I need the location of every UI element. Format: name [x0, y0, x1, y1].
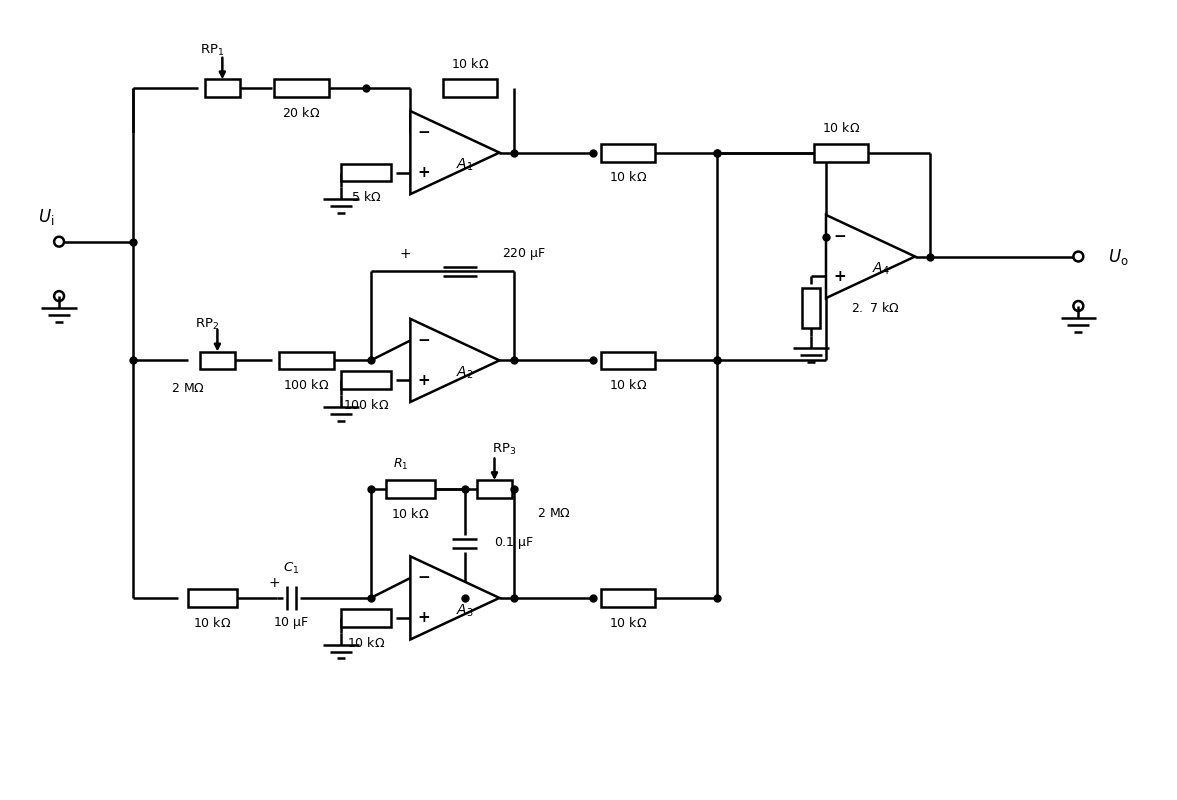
- Text: $10\ \mathrm{k}\Omega$: $10\ \mathrm{k}\Omega$: [609, 378, 647, 392]
- Text: $A_1$: $A_1$: [455, 157, 473, 174]
- Polygon shape: [411, 111, 499, 194]
- Text: $100\ \mathrm{k}\Omega$: $100\ \mathrm{k}\Omega$: [343, 398, 388, 412]
- Text: $U_{\rm i}$: $U_{\rm i}$: [38, 207, 54, 227]
- Bar: [386, 480, 435, 498]
- Text: $5\ \mathrm{k}\Omega$: $5\ \mathrm{k}\Omega$: [351, 190, 381, 204]
- Polygon shape: [411, 556, 499, 639]
- Polygon shape: [411, 319, 499, 402]
- Text: +: +: [418, 610, 431, 626]
- Text: $220\ \mathrm{\mu F}$: $220\ \mathrm{\mu F}$: [503, 246, 546, 262]
- Text: $R_1$: $R_1$: [393, 457, 408, 472]
- Bar: [341, 371, 391, 390]
- Text: $10\ \mathrm{k}\Omega$: $10\ \mathrm{k}\Omega$: [609, 616, 647, 630]
- Text: $A_4$: $A_4$: [871, 261, 890, 277]
- Text: $20\ \mathrm{k}\Omega$: $20\ \mathrm{k}\Omega$: [282, 106, 320, 120]
- Text: +: +: [268, 576, 280, 590]
- Bar: [274, 79, 328, 97]
- Bar: [601, 144, 656, 162]
- Bar: [341, 609, 391, 626]
- Text: −: −: [833, 229, 846, 244]
- Text: −: −: [418, 570, 431, 586]
- Bar: [477, 480, 512, 498]
- Text: −: −: [418, 333, 431, 348]
- Bar: [200, 351, 234, 370]
- Text: $2\ \mathrm{M}\Omega$: $2\ \mathrm{M}\Omega$: [537, 507, 571, 520]
- Text: $\mathrm{RP}_2$: $\mathrm{RP}_2$: [195, 318, 220, 332]
- Text: $U_{\rm o}$: $U_{\rm o}$: [1108, 246, 1129, 266]
- Bar: [601, 589, 656, 607]
- Text: $A_2$: $A_2$: [455, 365, 473, 381]
- Bar: [205, 79, 240, 97]
- Text: +: +: [418, 165, 431, 180]
- Bar: [341, 164, 391, 182]
- Text: $2\ \mathrm{M}\Omega$: $2\ \mathrm{M}\Omega$: [171, 382, 205, 394]
- Text: $10\ \mathrm{k}\Omega$: $10\ \mathrm{k}\Omega$: [347, 636, 385, 650]
- Bar: [601, 351, 656, 370]
- Text: $100\ \mathrm{k}\Omega$: $100\ \mathrm{k}\Omega$: [284, 378, 330, 392]
- Text: −: −: [418, 125, 431, 140]
- Text: $2.\ 7\ \mathrm{k}\Omega$: $2.\ 7\ \mathrm{k}\Omega$: [851, 301, 899, 315]
- Bar: [279, 351, 334, 370]
- Text: $10\ \mathrm{\mu F}$: $10\ \mathrm{\mu F}$: [273, 614, 310, 630]
- Text: $10\ \mathrm{k}\Omega$: $10\ \mathrm{k}\Omega$: [193, 616, 232, 630]
- Bar: [187, 589, 238, 607]
- Text: +: +: [833, 269, 846, 284]
- Text: $0.1\ \mathrm{\mu F}$: $0.1\ \mathrm{\mu F}$: [494, 535, 534, 551]
- Text: $10\ \mathrm{k}\Omega$: $10\ \mathrm{k}\Omega$: [391, 507, 430, 521]
- Bar: [813, 144, 869, 162]
- Text: $C_1$: $C_1$: [284, 561, 300, 576]
- Polygon shape: [826, 215, 915, 298]
- Text: +: +: [400, 246, 411, 261]
- Text: +: +: [418, 373, 431, 388]
- Text: $A_3$: $A_3$: [455, 602, 473, 618]
- Text: $\mathrm{RP}_3$: $\mathrm{RP}_3$: [492, 442, 517, 457]
- Text: $10\ \mathrm{k}\Omega$: $10\ \mathrm{k}\Omega$: [609, 170, 647, 184]
- Text: $10\ \mathrm{k}\Omega$: $10\ \mathrm{k}\Omega$: [451, 57, 488, 70]
- Text: $\mathrm{RP}_1$: $\mathrm{RP}_1$: [200, 43, 225, 58]
- Text: $10\ \mathrm{k}\Omega$: $10\ \mathrm{k}\Omega$: [822, 121, 860, 135]
- Bar: [803, 288, 820, 328]
- Bar: [443, 79, 497, 97]
